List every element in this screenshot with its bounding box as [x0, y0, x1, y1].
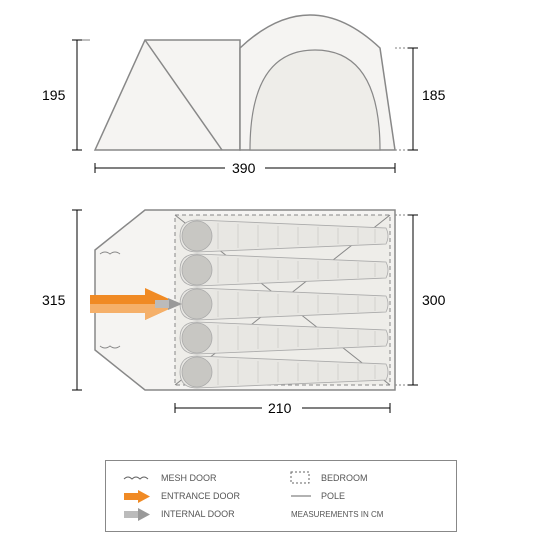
- dim-bedroom-length: 210: [175, 399, 390, 416]
- label-210: 210: [268, 400, 292, 416]
- legend-bedroom-icon: [291, 472, 309, 483]
- legend-entrance-arrow-icon: [124, 490, 150, 503]
- legend-internal-door: INTERNAL DOOR: [161, 509, 235, 519]
- legend-bedroom: BEDROOM: [321, 473, 368, 483]
- dim-bedroom-width: 300: [395, 215, 446, 385]
- legend-mesh-door-icon: [124, 477, 148, 479]
- label-390: 390: [232, 160, 256, 176]
- side-elevation: 195 185 390: [0, 0, 555, 200]
- dim-total-width: 315: [40, 210, 82, 390]
- legend-pole: POLE: [321, 491, 345, 501]
- label-185: 185: [422, 87, 446, 103]
- plan-view: 315 300: [0, 190, 555, 450]
- sleeping-bags: [180, 220, 388, 388]
- legend: MESH DOOR ENTRANCE DOOR INTERNAL DOOR BE…: [105, 460, 457, 532]
- legend-internal-arrow-icon: [124, 508, 150, 521]
- legend-mesh-door: MESH DOOR: [161, 473, 217, 483]
- label-195: 195: [42, 87, 66, 103]
- dim-total-length: 390: [95, 158, 395, 176]
- legend-units: MEASUREMENTS IN CM: [291, 510, 384, 519]
- label-300: 300: [422, 292, 446, 308]
- tent-side-profile: [95, 15, 395, 150]
- legend-entrance-door: ENTRANCE DOOR: [161, 491, 241, 501]
- dim-side-height: 195: [42, 40, 90, 150]
- label-315: 315: [42, 292, 66, 308]
- dim-inner-height: 185: [395, 48, 446, 150]
